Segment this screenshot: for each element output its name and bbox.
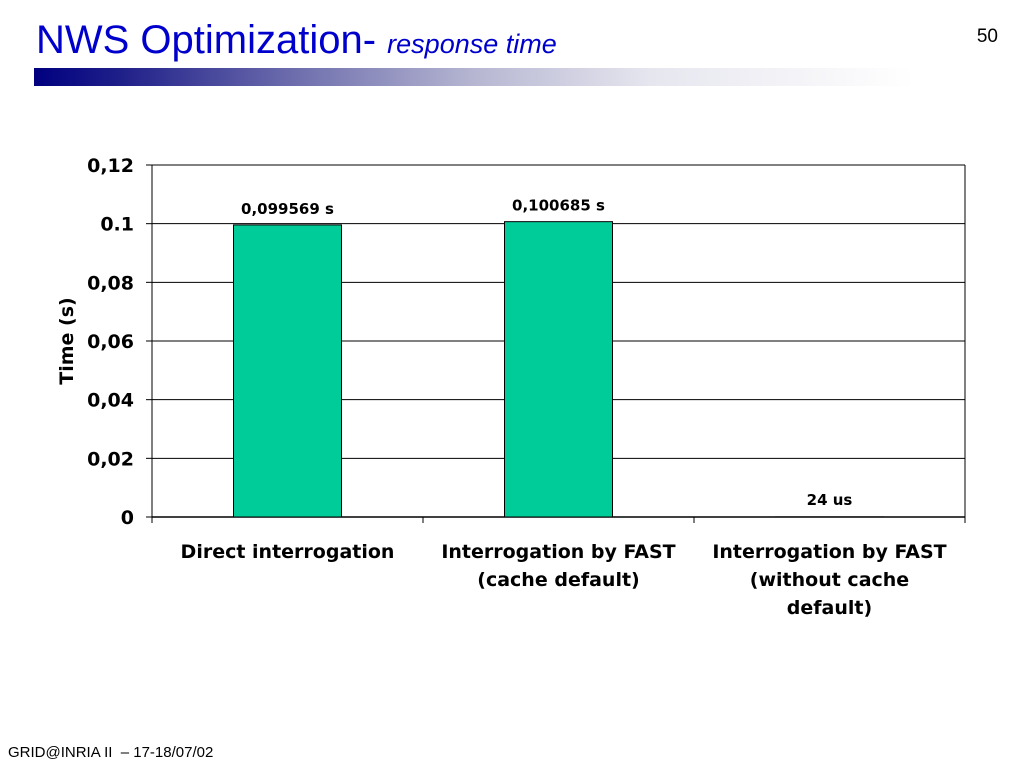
x-category-label-line: (cache default) [477,569,639,591]
y-tick-label: 0,12 [87,155,134,177]
data-label: 0,099569 s [241,200,334,218]
y-axis-title: Time (s) [56,297,78,384]
x-category-label-line: (without cache [750,569,909,591]
data-label: 0,100685 s [512,197,605,215]
y-tick-label: 0,04 [87,390,134,412]
bar [233,224,342,518]
x-category-label: Interrogation by FAST (without cache defau… [712,541,946,619]
y-tick-label: 0,02 [87,448,134,470]
title-underline-bar [34,68,914,86]
bar-chart: 0 0,02 0,04 0,06 0,08 0.1 0,12 Time (s) 0,099569… [56,155,966,619]
x-category-label-line: Direct interrogation [181,541,395,563]
slide-title: NWS Optimization- response time [36,18,557,63]
x-category-label: Interrogation by FAST (cache default) [441,541,675,591]
x-category-label-line: Interrogation by FAST [712,541,946,563]
data-label: 24 us [807,491,853,509]
y-tick-label: 0,06 [87,331,134,353]
x-category-label: Direct interrogation [181,541,395,563]
page-number: 50 [976,26,998,47]
y-tick-label: 0 [121,507,134,529]
title-main: NWS Optimization- [36,18,388,62]
x-category-label-line: Interrogation by FAST [441,541,675,563]
x-category-label-line: default) [787,597,872,619]
bar [504,221,613,518]
y-tick-label: 0.1 [100,214,134,236]
footer-text: GRID@INRIA II – 17-18/07/02 [8,744,214,761]
y-tick-label: 0,08 [87,272,134,294]
title-subtitle: response time [387,29,557,59]
